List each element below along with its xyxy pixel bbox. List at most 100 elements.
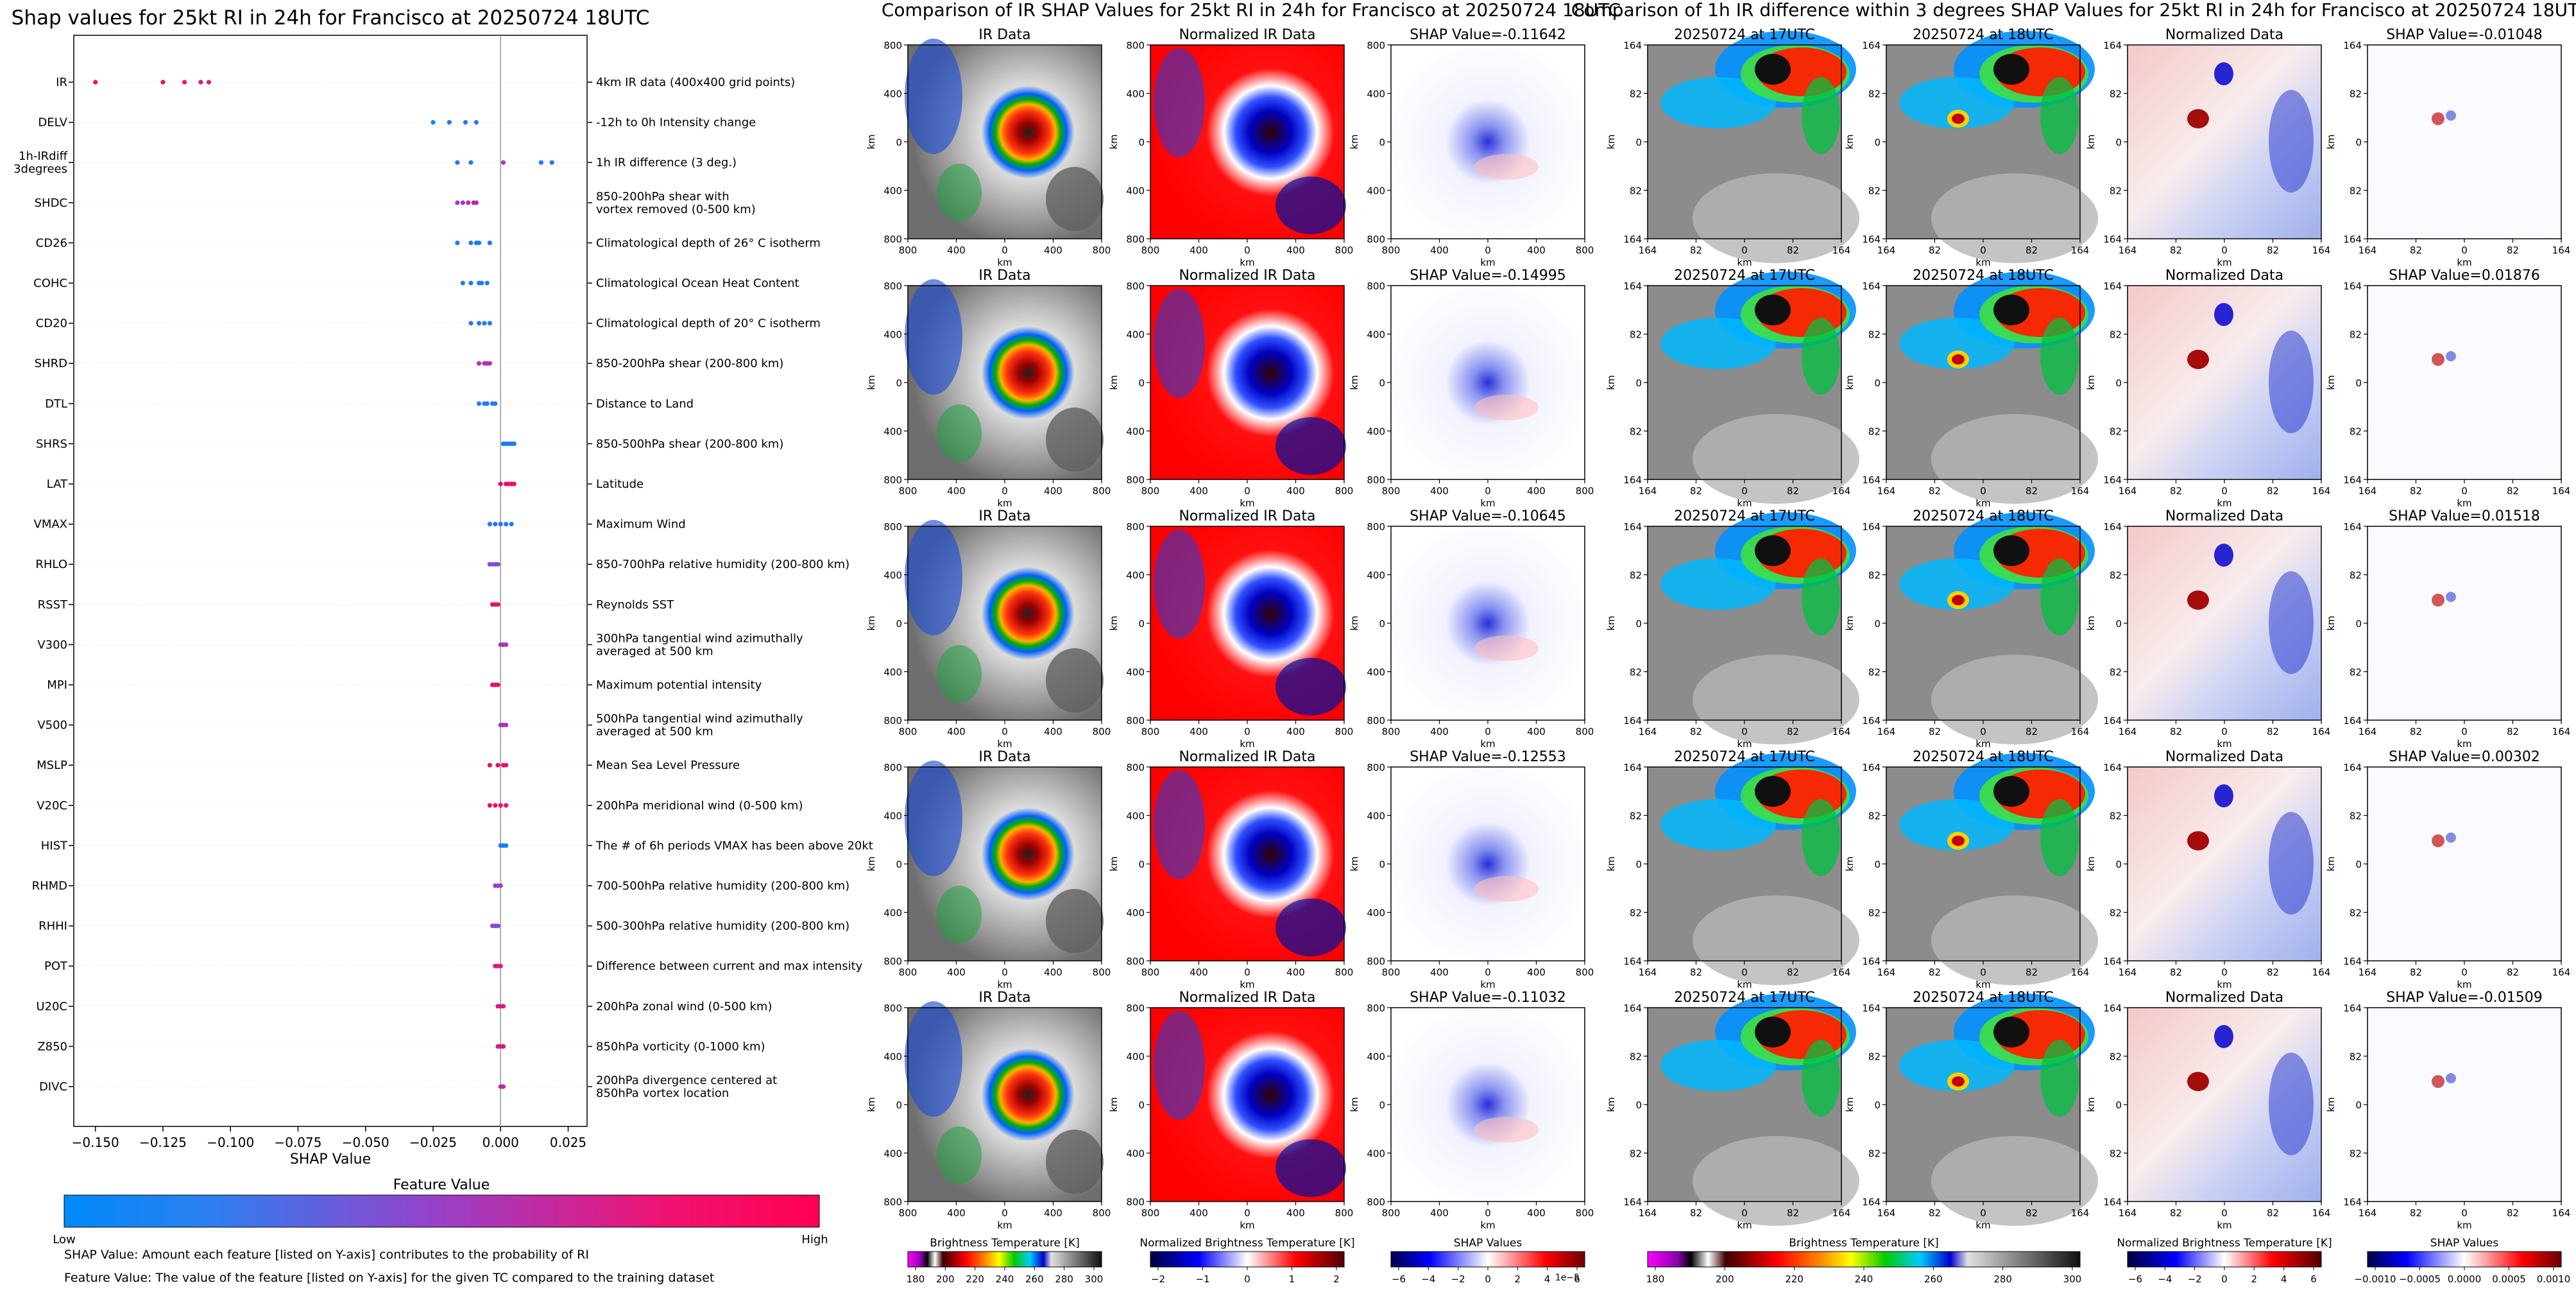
y-tick-label: 82	[1630, 667, 1642, 678]
y-tick-label: 164	[1862, 1196, 1881, 1208]
y-tick-label: 0	[896, 1099, 902, 1111]
x-tick-label: 400	[1190, 726, 1208, 737]
x-tick-label: 82	[2410, 1207, 2422, 1219]
colorbar-tick-label: 200	[1716, 1273, 1734, 1285]
y-tick-label: 400	[1126, 811, 1145, 822]
shap-feature	[2446, 592, 2456, 602]
shap-point	[468, 160, 473, 165]
y-tick-label: 82	[2110, 1148, 2122, 1160]
shap-point	[487, 803, 493, 808]
y-tick-label: 800	[1367, 715, 1385, 727]
cloud-feature	[1993, 54, 2029, 85]
panel-title: Normalized IR Data	[1179, 990, 1315, 1006]
cloud-feature	[1931, 414, 2098, 504]
x-tick-label: 400	[1286, 245, 1305, 256]
colorbar-tick-label: 0.0010	[2537, 1273, 2571, 1285]
y-tick-label: 82	[1630, 908, 1642, 919]
y-tick-label: 82	[2350, 1148, 2362, 1160]
cloud-feature	[1899, 558, 2015, 610]
y-axis-label: km	[1605, 1097, 1617, 1112]
x-axis-label: km	[2217, 257, 2231, 268]
x-tick-label: 82	[2410, 245, 2422, 256]
x-tick-label: 82	[1787, 245, 1799, 256]
shap-point	[473, 120, 479, 125]
y-axis-label: km	[1349, 856, 1360, 871]
shap-point	[476, 321, 482, 326]
x-axis-label: km	[997, 979, 1012, 990]
x-tick-label: 82	[2170, 485, 2182, 497]
colorbar-tick-label: 0.0000	[2448, 1273, 2482, 1285]
y-tick-label: 0	[1138, 618, 1145, 630]
cloud-feature	[2040, 799, 2079, 876]
feature-description: 500hPa tangential wind azimuthally averag…	[596, 712, 803, 739]
y-tick-label: 82	[1630, 811, 1642, 822]
colorbar-high-label: High	[801, 1233, 828, 1246]
feature-label: DTL	[45, 397, 67, 411]
shap-feature	[1474, 154, 1539, 180]
feature-description: 200hPa meridional wind (0-500 km)	[596, 799, 803, 813]
cloud-feature	[1154, 1011, 1205, 1120]
cloud-feature	[1993, 535, 2029, 566]
feature-label-line: 1h-IRdiff	[19, 150, 68, 163]
feature-description-line: -12h to 0h Intensity change	[596, 116, 756, 130]
x-tick-label: 82	[2170, 245, 2182, 256]
diff-shap-image	[2367, 526, 2561, 720]
panel-title: Normalized IR Data	[1179, 27, 1315, 43]
shap-point	[495, 682, 500, 687]
x-tick-label: 164	[2119, 967, 2137, 978]
cloud-feature	[1046, 167, 1104, 231]
x-tick-label: 400	[1044, 485, 1062, 497]
y-tick-label: 0	[1635, 1099, 1642, 1111]
diff-feature	[2269, 571, 2314, 674]
colorbar-tick-label: 2	[1333, 1273, 1340, 1285]
feature-label: RHLO	[35, 558, 67, 571]
feature-description-line: Climatological depth of 26° C isotherm	[596, 236, 821, 250]
x-tick-label: 82	[2507, 245, 2519, 256]
colorbar-tick-label: 260	[1025, 1273, 1044, 1285]
shap-point	[182, 80, 187, 85]
feature-description-line: Difference between current and max inten…	[596, 960, 863, 973]
feature-label-line: LAT	[47, 478, 68, 491]
x-axis-label: km	[997, 1219, 1012, 1231]
x-tick-label: 82	[1690, 1207, 1702, 1219]
cloud-feature	[1660, 799, 1776, 850]
diff-shap-image	[2367, 1008, 2561, 1202]
shap-value-note: SHAP Value: Amount each feature [listed …	[64, 1248, 589, 1262]
feature-label: COHC	[33, 277, 67, 290]
feature-description-line: Climatological Ocean Heat Content	[596, 277, 799, 290]
feature-description-line: Mean Sea Level Pressure	[596, 759, 740, 772]
x-tick-label: 400	[1190, 967, 1208, 978]
diff-feature	[2214, 784, 2233, 807]
x-axis-label: km	[2457, 257, 2471, 268]
x-tick-label: 400	[1527, 967, 1546, 978]
shap-point	[466, 200, 471, 205]
y-tick-label: 800	[1126, 280, 1145, 292]
feature-label: HIST	[41, 839, 68, 852]
x-tick-label: 0.025	[550, 1135, 586, 1150]
y-tick-label: 164	[2343, 474, 2362, 486]
y-tick-label: 82	[1630, 1051, 1642, 1063]
colorbar-tick-label: 220	[1785, 1273, 1804, 1285]
shap-point	[504, 723, 509, 728]
y-tick-label: 164	[1623, 762, 1642, 773]
cloud-feature	[1154, 289, 1205, 398]
x-axis-label: km	[1480, 738, 1495, 750]
y-tick-label: 0	[2355, 859, 2362, 870]
x-tick-label: 0	[1741, 485, 1748, 497]
shap-point	[484, 280, 490, 286]
y-tick-label: 0	[896, 377, 902, 389]
feature-label: VMAX	[34, 518, 68, 531]
y-tick-label: 82	[1868, 1148, 1881, 1160]
colorbar-tick-label: −2	[1151, 1273, 1165, 1285]
x-tick-label: 0	[1741, 1207, 1748, 1219]
x-tick-label: 400	[1044, 1207, 1062, 1219]
ir-figure-title: Comparison of IR SHAP Values for 25kt RI…	[882, 0, 1621, 21]
colorbar-tick-label: 0	[1485, 1273, 1491, 1285]
y-tick-label: 400	[1126, 570, 1145, 581]
x-tick-label: 164	[2071, 485, 2090, 497]
shap-point	[484, 401, 490, 406]
y-tick-label: 0	[1874, 377, 1881, 389]
y-axis-label: km	[866, 856, 877, 871]
y-tick-label: 400	[1126, 908, 1145, 919]
x-axis-label: km	[1737, 497, 1752, 509]
